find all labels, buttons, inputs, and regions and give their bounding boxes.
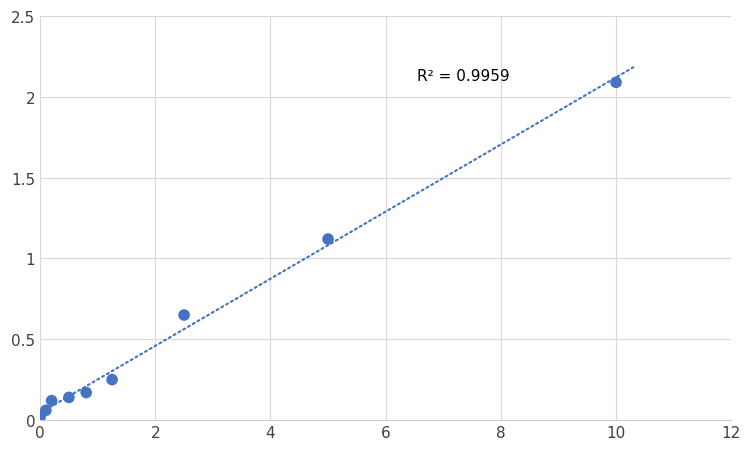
Text: R² = 0.9959: R² = 0.9959 (417, 69, 510, 84)
Point (106, 376, 118, 383)
Point (178, 312, 190, 319)
Point (610, 79, 622, 87)
Point (40, 407, 52, 414)
Point (80, 389, 92, 396)
Point (322, 236, 334, 243)
Point (63, 394, 75, 401)
Point (46, 397, 58, 405)
Point (34, 413, 46, 420)
